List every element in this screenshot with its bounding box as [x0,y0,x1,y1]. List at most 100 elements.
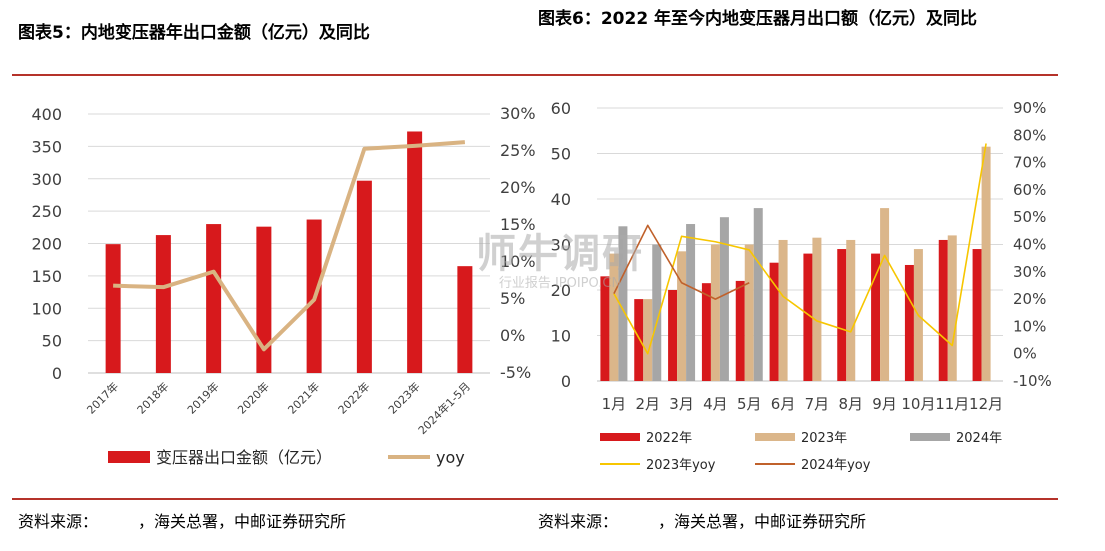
y-right-tick-label: -5% [500,363,531,382]
y-right-tick-label: 70% [1013,154,1046,172]
y-left-tick-label: 0 [561,372,571,391]
x-tick-label: 2023年 [385,379,422,416]
y-left-tick-label: 100 [31,299,62,318]
bar [686,224,696,381]
y-right-tick-label: 10% [500,252,536,271]
bar [643,299,653,381]
y-right-tick-label: 0% [500,326,525,345]
y-right-tick-label: 90% [1013,99,1046,117]
y-right-tick-label: 30% [500,104,536,123]
bar [947,235,957,381]
bar [972,249,982,381]
y-right-tick-label: -10% [1013,372,1052,390]
legend-label: 2022年 [646,431,692,446]
y-right-tick-label: 50% [1013,208,1046,226]
x-tick-label: 1月 [602,395,627,413]
y-right-tick-label: 20% [500,178,536,197]
legend-label: 2024年 [956,431,1002,446]
chart6-title: 图表6：2022 年至今内地变压器月出口额（亿元）及同比 [538,9,978,29]
legend-swatch [755,433,795,441]
bar [256,226,272,373]
bottom-divider [12,498,1058,500]
x-tick-label: 3月 [669,395,694,413]
bar [155,235,171,373]
bar [904,264,914,381]
x-tick-label: 12月 [969,395,1003,413]
series-line [613,224,750,300]
bar [938,239,948,381]
bar [407,131,423,373]
bar [634,299,644,381]
y-left-tick-label: 10 [551,327,571,346]
x-tick-label: 2022年 [335,379,372,416]
bar [769,262,779,381]
y-right-tick-label: 25% [500,141,536,160]
y-right-tick-label: 0% [1013,345,1037,363]
legend-swatch [108,451,150,463]
x-tick-label: 9月 [872,395,897,413]
bar [719,217,729,381]
legend-swatch [600,433,640,441]
bar [668,290,678,381]
legend-swatch [910,433,950,441]
x-tick-label: 8月 [838,395,863,413]
top-divider [12,74,1058,76]
x-tick-label: 11月 [935,395,969,413]
y-left-tick-label: 200 [31,235,62,254]
x-tick-label: 2019年 [184,379,221,416]
y-left-tick-label: 20 [551,281,571,300]
y-left-tick-label: 250 [31,202,62,221]
bar [105,244,121,373]
bar [744,244,754,381]
source-right: 资料来源： ，海关总署，中邮证券研究所 [538,512,867,531]
bar [880,208,890,381]
x-tick-label: 2月 [635,395,660,413]
bar [753,208,763,381]
source-left: 资料来源： ，海关总署，中邮证券研究所 [18,512,347,531]
y-left-tick-label: 60 [551,99,571,118]
bar [600,276,610,381]
y-left-tick-label: 50 [551,145,571,164]
bar [206,224,222,373]
y-left-tick-label: 40 [551,190,571,209]
y-right-tick-label: 15% [500,215,536,234]
bar [981,146,991,381]
x-tick-label: 2021年 [285,379,322,416]
y-left-tick-label: 400 [31,105,62,124]
bar [356,180,372,373]
legend-label: 变压器出口金额（亿元） [156,448,332,467]
legend-label: 2023年yoy [646,458,716,473]
bar [652,244,662,381]
x-tick-label: 6月 [771,395,796,413]
y-left-tick-label: 50 [42,332,62,351]
bar [457,266,473,373]
legend-label: 2023年 [801,431,847,446]
bar [803,253,813,381]
legend-label: 2024年yoy [801,458,871,473]
x-tick-label: 7月 [805,395,830,413]
y-right-tick-label: 20% [1013,290,1046,308]
y-right-tick-label: 40% [1013,236,1046,254]
bar [846,239,856,381]
bar [609,253,619,381]
x-tick-label: 2020年 [235,379,272,416]
y-right-tick-label: 60% [1013,181,1046,199]
bar [871,253,881,381]
y-left-tick-label: 30 [551,236,571,255]
y-left-tick-label: 0 [52,364,62,383]
bar [618,226,628,381]
y-left-tick-label: 350 [31,137,62,156]
y-left-tick-label: 300 [31,170,62,189]
x-tick-label: 5月 [737,395,762,413]
x-tick-label: 2018年 [134,379,171,416]
x-tick-label: 2024年1-5月 [415,379,473,437]
legend-label: yoy [436,448,465,467]
chart5-title: 图表5：内地变压器年出口金额（亿元）及同比 [18,23,370,43]
x-tick-label: 10月 [901,395,935,413]
x-tick-label: 4月 [703,395,728,413]
bar [837,249,847,381]
y-right-tick-label: 10% [1013,317,1046,335]
y-right-tick-label: 30% [1013,263,1046,281]
bar [812,237,822,381]
